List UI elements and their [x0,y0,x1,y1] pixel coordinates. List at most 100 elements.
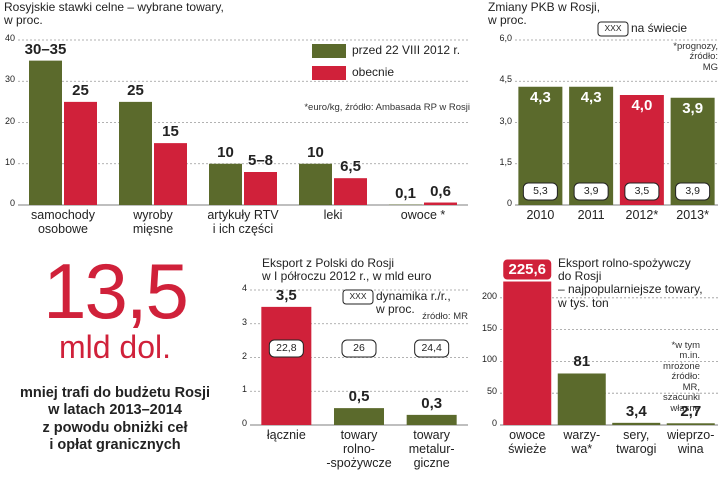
value-label: 2,7 [680,403,702,421]
y-tick-label: 0 [9,198,15,208]
value-label: 3,9 [682,99,704,117]
value-label: 3,5 [275,286,297,304]
value-label: 225,6 [508,260,547,278]
y-tick-label: 10 [4,156,15,167]
secondary-box [624,182,660,201]
chart-title: Eksport rolno-spożywczy do Rosji – najpo… [558,256,703,310]
secondary-box [522,182,558,201]
bar [261,306,312,425]
x-tick-label: 2011 [577,208,605,222]
bar [503,281,552,425]
legend-box [597,21,629,37]
value-label: 0,3 [421,394,443,412]
legend-box [342,289,374,305]
chart-note: *euro/kg, źródło: Ambasada RP w Rosji [304,102,470,113]
y-tick-label: 40 [4,33,15,43]
x-tick-label: łącznie [266,428,306,442]
value-label: 4,3 [529,88,551,106]
secondary-box [675,182,711,201]
legend-swatch [312,66,346,80]
y-tick-label: 6,0 [499,33,512,43]
bar [64,101,97,205]
legend-label: dynamika r./r., w proc. [376,289,451,317]
chart-title: Rosyjskie stawki celne – wybrane towary,… [4,0,224,28]
value-label: 4,0 [631,97,653,114]
legend-marker: XXX [349,291,367,301]
y-tick-label: 20 [4,115,15,126]
secondary-label: 24,4 [421,341,442,354]
y-tick-label: 50 [486,386,497,397]
x-tick-label: sery, twarogi [616,428,657,456]
value-label: 15 [162,123,179,141]
y-tick-label: 2 [241,350,247,361]
chart-title: Zmiany PKB w Rosji, w proc. [488,0,601,28]
value-label: 30–35 [24,40,67,58]
legend-label: przed 22 VIII 2012 r. [352,43,461,57]
secondary-label: 3,5 [634,184,650,197]
secondary-box [268,339,304,358]
x-tick-label: owoce * [400,208,446,222]
value-label: 25 [72,81,89,99]
y-tick-label: 150 [481,322,497,333]
legend-label: obecnie [352,65,395,79]
x-tick-label: leki [323,208,343,222]
y-tick-label: 4,5 [499,74,512,85]
value-label: 5–8 [247,152,274,169]
x-tick-label: 2013* [676,208,709,222]
legend-label: na świecie [631,21,688,35]
chart-title: Eksport z Polski do Rosji w I półroczu 2… [262,256,432,284]
bar [334,178,367,205]
y-tick-label: 0 [506,198,512,208]
callout-number: 13,5 [43,247,189,335]
value-label: 0,1 [395,184,416,202]
x-tick-label: owoce świeże [508,428,547,456]
value-label: 4,3 [580,88,602,106]
callout-unit: mld dol. [58,329,172,365]
bar [29,60,62,205]
y-tick-label: 1,5 [499,156,512,167]
secondary-label: 3,9 [685,184,700,197]
y-tick-label: 30 [4,74,15,85]
x-tick-label: wieprzo- wina [667,428,715,456]
value-label-box [503,259,552,280]
secondary-label: 22,8 [276,341,297,354]
secondary-label: 3,9 [583,184,599,197]
x-tick-label: 2010 [526,208,555,222]
x-tick-label: artykuły RTV i ich części [207,208,279,236]
y-tick-label: 4 [241,283,247,293]
bar [244,172,277,205]
bar [119,101,152,205]
secondary-box [573,182,609,201]
x-tick-label: towary rolno- -spożywcze [326,428,392,470]
value-label: 6,5 [340,158,361,176]
legend-marker: XXX [604,23,622,33]
value-label: 10 [307,143,324,161]
chart-note: *prognozy, źródło: MG [673,41,718,73]
y-tick-label: 3 [241,316,247,327]
secondary-box [341,339,377,358]
value-label: 0,5 [348,388,370,406]
secondary-label: 26 [353,341,365,354]
y-tick-label: 1 [241,384,247,395]
x-tick-label: warzy- wa* [563,428,601,456]
callout-text: mniej trafi do budżetu Rosji w latach 20… [19,385,211,454]
y-tick-label: 0 [491,418,497,428]
y-tick-label: 200 [481,290,497,301]
bar [666,423,715,425]
y-tick-label: 100 [481,354,497,365]
x-tick-label: wyroby mięsne [132,208,174,236]
bar [299,163,332,205]
x-tick-label: 2012* [625,208,659,222]
bar [209,163,242,205]
bar [334,408,384,425]
value-label: 81 [573,353,591,371]
y-tick-label: 0 [241,418,247,428]
secondary-label: 5,3 [533,184,548,197]
bar [154,143,187,205]
legend-swatch [312,44,346,58]
bar [406,414,457,425]
y-tick-label: 3,0 [499,115,512,126]
chart-note: *w tym m.in. mrożone źródło: MR, szacunk… [663,340,700,414]
